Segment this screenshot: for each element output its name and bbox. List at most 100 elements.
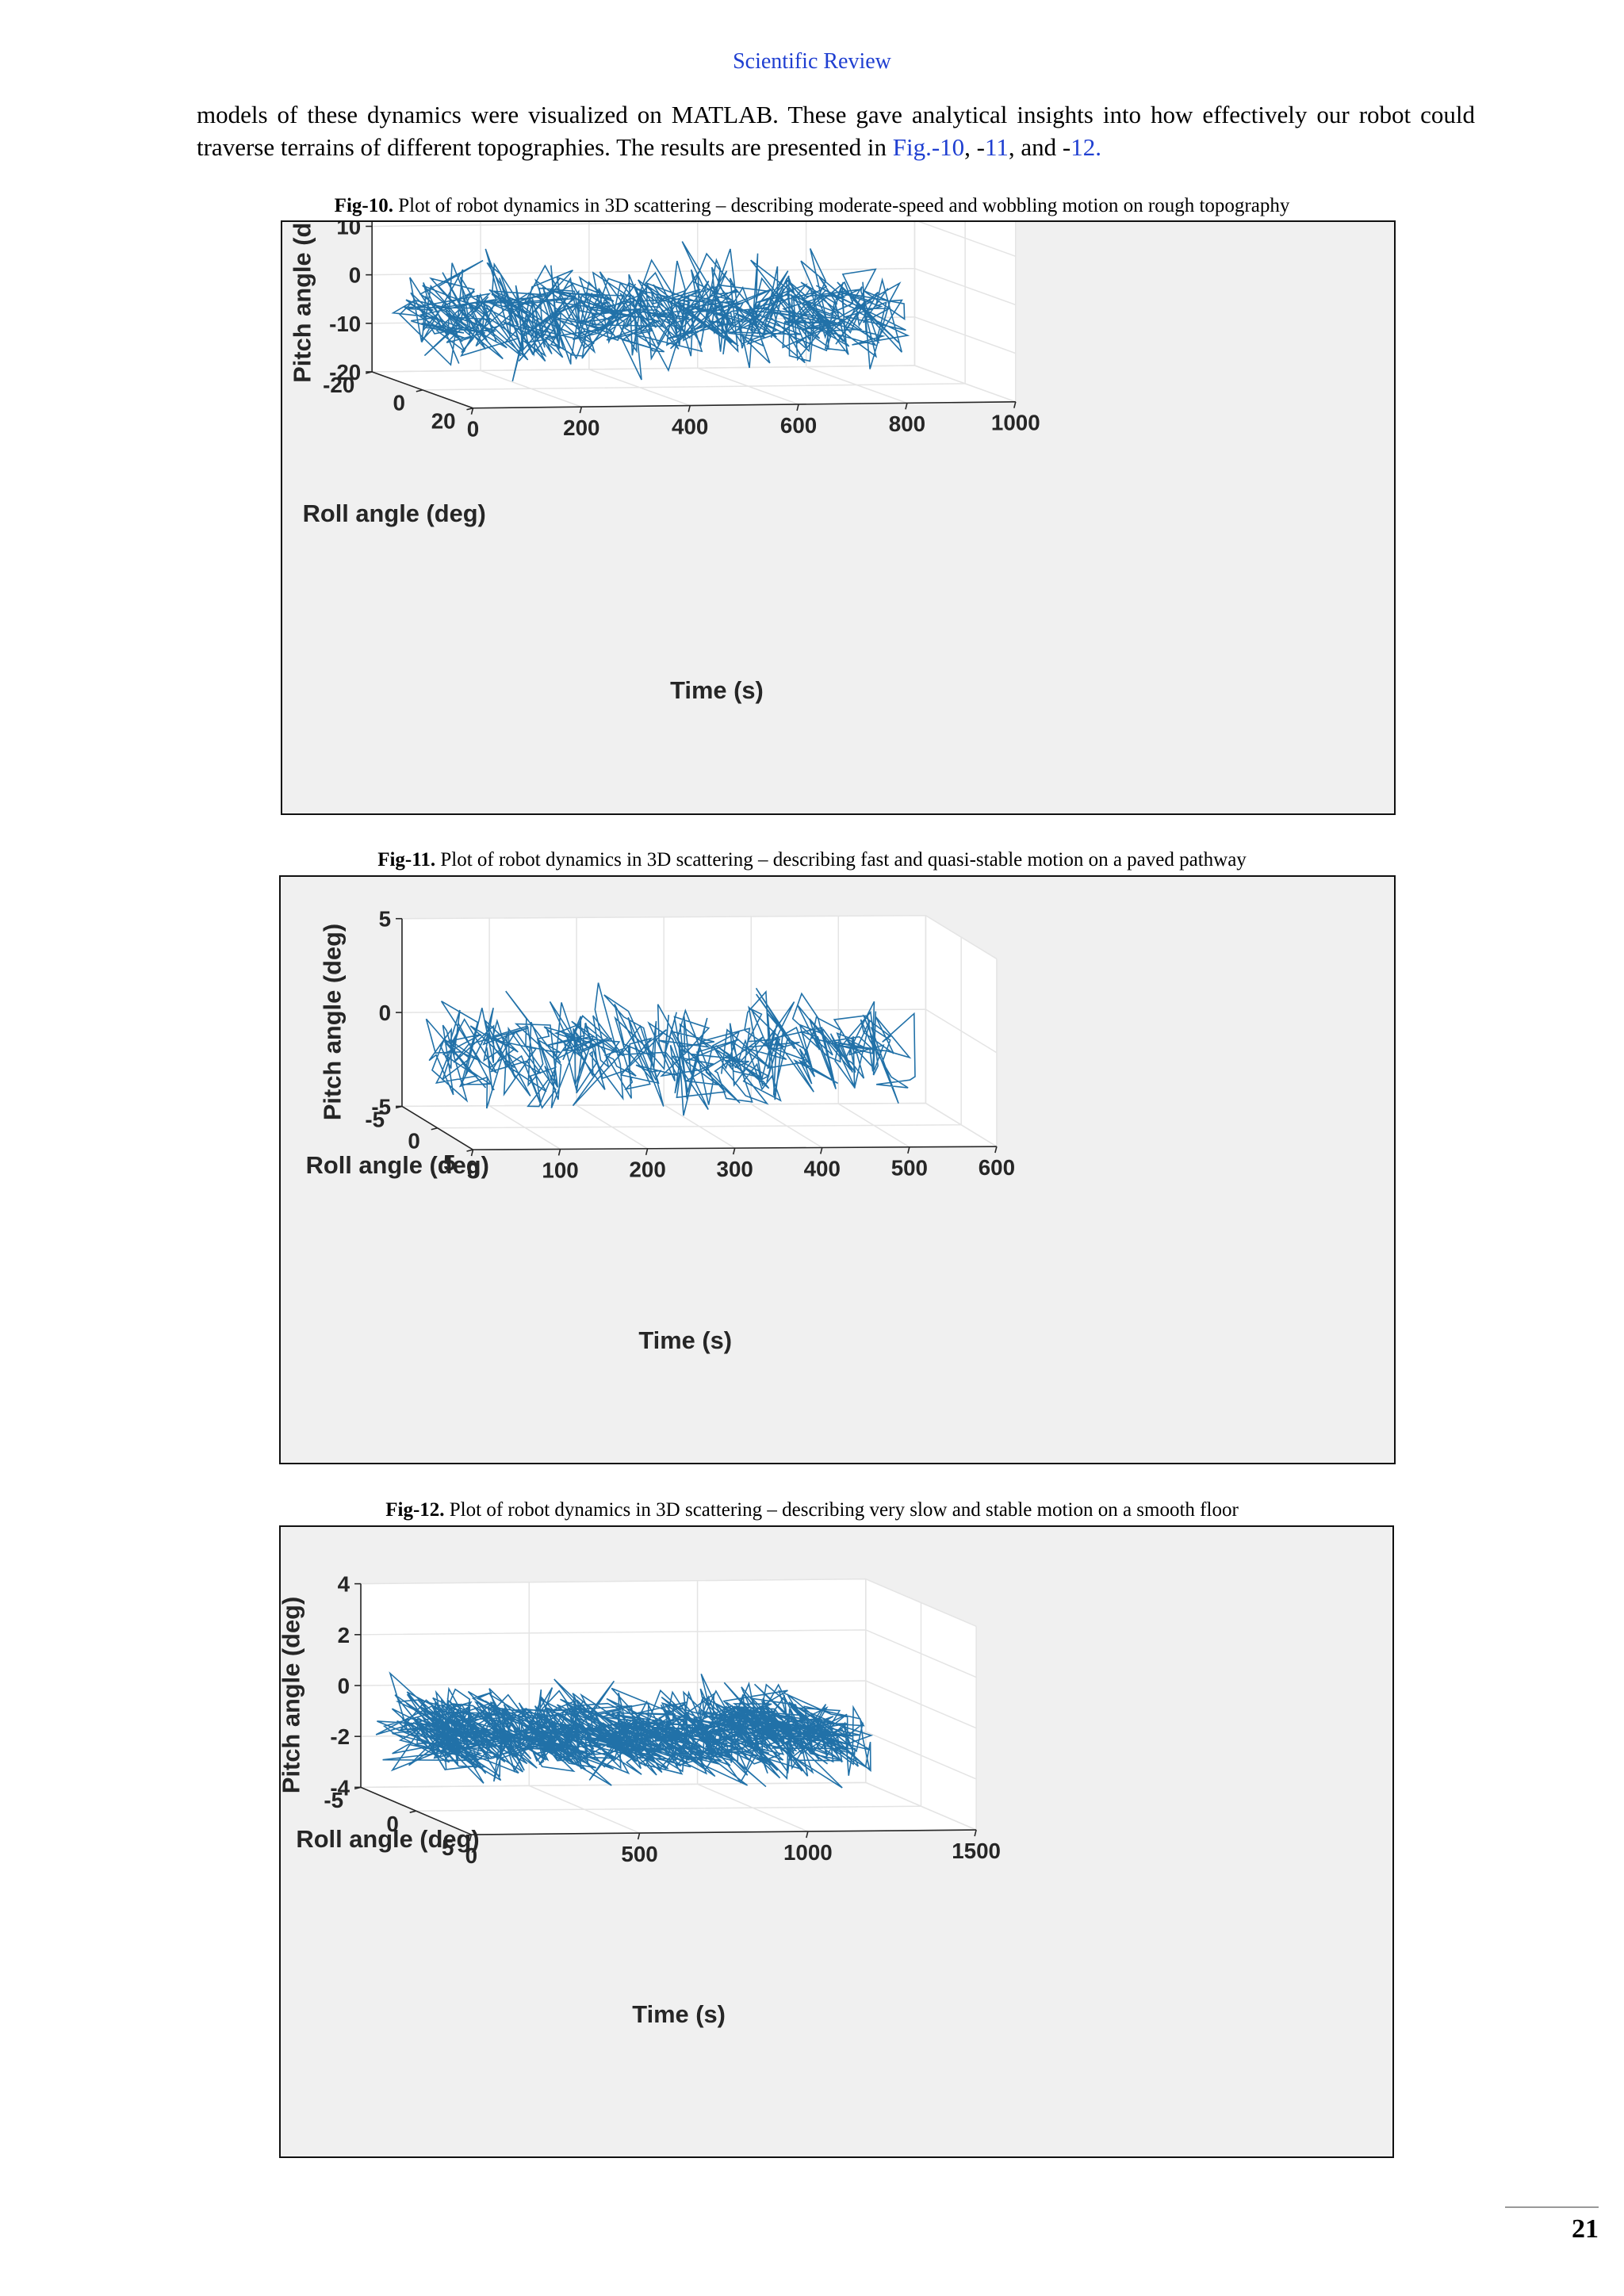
x-tick-label: 200 — [563, 415, 599, 440]
y-tick-label: 20 — [431, 409, 456, 434]
x-tick-mark — [470, 1149, 474, 1157]
y-tick-label: 0 — [393, 391, 404, 415]
page-number: 21 — [1572, 2214, 1599, 2244]
grid-line — [372, 222, 1017, 257]
y-axis-label: Roll angle (deg) — [303, 499, 486, 527]
grid-line — [401, 1102, 998, 1147]
y-tick-label: 5 — [442, 1835, 454, 1860]
z-tick-label: 0 — [338, 1674, 350, 1698]
figure-caption-text: Plot of robot dynamics in 3D scattering … — [398, 195, 1290, 216]
figure-11-chart: 0 100 200 300 400 500 600 -5 0 5 -5 0 5 Time (s) Roll … — [279, 875, 1396, 1464]
x-tick-mark — [688, 405, 691, 412]
grid-line — [361, 1680, 977, 1729]
figure-caption-text: Plot of robot dynamics in 3D scattering … — [449, 1499, 1239, 1521]
grid-line — [401, 1008, 998, 1054]
x-tick-label: 1500 — [952, 1839, 1001, 1863]
x-tick-label: 500 — [891, 1156, 928, 1181]
z-tick-label: 5 — [379, 907, 391, 932]
x-tick-label: 1000 — [991, 411, 1040, 435]
figure-label: Fig-12. — [385, 1499, 445, 1521]
series-line — [391, 241, 910, 382]
x-axis-line — [471, 1829, 977, 1835]
body-paragraph: models of these dynamics were visualized… — [197, 98, 1475, 163]
grid-line — [372, 267, 1017, 306]
z-tick-label: 10 — [336, 222, 361, 239]
z-tick-label: -4 — [330, 1775, 350, 1800]
x-tick-mark — [579, 406, 583, 414]
x-tick-mark — [974, 1829, 977, 1837]
grid-line — [361, 1629, 977, 1678]
y-tick-mark — [465, 1834, 472, 1837]
y-axis-label: Roll angle (deg) — [296, 1825, 479, 1853]
x-tick-mark — [732, 1147, 736, 1155]
grid-line — [401, 914, 998, 960]
x-tick-mark — [806, 1831, 809, 1839]
z-tick-label: 2 — [338, 1623, 350, 1647]
y-axis-label: Roll angle (deg) — [306, 1151, 489, 1179]
figure-caption: Fig-10. Plot of robot dynamics in 3D sca… — [0, 195, 1624, 217]
series-line — [375, 1671, 874, 1789]
x-tick-label: 800 — [889, 411, 925, 436]
figure-ref-12[interactable]: 12 — [1071, 133, 1096, 161]
y-tick-label: 5 — [443, 1150, 455, 1175]
x-tick-mark — [637, 1832, 641, 1840]
x-tick-label: 600 — [979, 1155, 1015, 1180]
y-tick-mark — [416, 389, 423, 392]
x-tick-label: 1000 — [783, 1840, 833, 1865]
x-tick-mark — [820, 1147, 823, 1154]
x-tick-mark — [469, 1834, 473, 1842]
footer-rule — [1505, 2206, 1599, 2208]
figure-caption: Fig-11. Plot of robot dynamics in 3D sca… — [0, 849, 1624, 871]
z-axis-label: Pitch angle (deg) — [318, 924, 346, 1120]
z-axis-label: Pitch angle (deg) — [289, 222, 316, 383]
x-tick-mark — [1013, 401, 1017, 408]
paragraph-sep: , and - — [1008, 133, 1071, 161]
z-tick-label: 0 — [379, 1001, 391, 1025]
x-tick-mark — [645, 1148, 649, 1155]
x-tick-label: 400 — [672, 414, 708, 438]
y-tick-label: -5 — [324, 1788, 343, 1812]
figure-label: Fig-10. — [334, 195, 393, 216]
journal-name: Scientific Review — [733, 49, 891, 74]
y-tick-mark — [431, 1127, 438, 1131]
figure-12-chart: 0 500 1000 1500 -5 0 5 -4 -2 0 2 4 Time (s) Roll angl… — [279, 1525, 1394, 2158]
x-tick-mark — [905, 403, 908, 410]
y-tick-label: -5 — [365, 1107, 385, 1131]
paragraph-sep: , - — [964, 133, 985, 161]
x-tick-label: 600 — [780, 413, 817, 438]
z-tick-label: -5 — [371, 1094, 391, 1119]
figure-ref-10[interactable]: Fig.-10 — [892, 133, 965, 161]
x-tick-label: 0 — [465, 1843, 477, 1868]
x-tick-label: 500 — [621, 1842, 657, 1866]
x-tick-label: 0 — [467, 417, 479, 442]
y-tick-label: 0 — [408, 1129, 419, 1154]
x-tick-mark — [557, 1149, 561, 1156]
x-tick-label: 300 — [717, 1157, 753, 1181]
x-tick-label: 100 — [542, 1158, 578, 1182]
z-tick-label: -2 — [330, 1724, 350, 1749]
y-tick-mark — [409, 1810, 416, 1813]
grid-line — [361, 1578, 977, 1628]
x-tick-mark — [994, 1146, 998, 1154]
figure-caption: Fig-12. Plot of robot dynamics in 3D sca… — [0, 1499, 1624, 1521]
y-tick-mark — [466, 407, 473, 411]
z-tick-label: -20 — [329, 360, 361, 385]
z-tick-label: 0 — [349, 263, 361, 288]
x-tick-mark — [907, 1146, 910, 1154]
figure-caption-text: Plot of robot dynamics in 3D scattering … — [440, 849, 1247, 871]
y-tick-label: -20 — [323, 373, 354, 397]
series-line — [425, 982, 916, 1116]
x-axis-label: Time (s) — [632, 2000, 726, 2028]
y-tick-mark — [466, 1149, 473, 1152]
x-axis-line — [473, 400, 1016, 409]
x-axis-label: Time (s) — [638, 1326, 732, 1354]
figure-label: Fig-11. — [377, 849, 436, 871]
x-tick-label: 0 — [467, 1158, 479, 1183]
grid-line — [361, 1731, 977, 1780]
y-tick-label: 0 — [386, 1812, 398, 1836]
figure-ref-11[interactable]: 11 — [984, 133, 1009, 161]
